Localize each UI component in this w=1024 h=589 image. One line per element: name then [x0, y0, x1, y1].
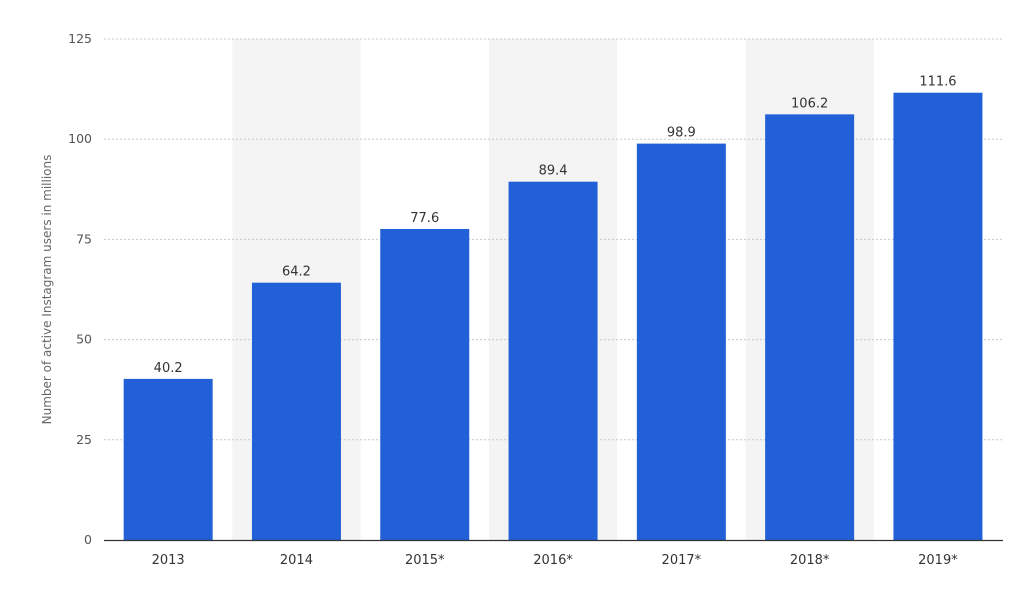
y-axis-label: Number of active Instagram users in mill…	[40, 155, 54, 425]
data-label: 89.4	[539, 164, 568, 179]
bar	[508, 181, 598, 540]
x-tick-label: 2013	[152, 553, 185, 568]
data-labels: 40.2 64.2 77.6 89.4 98.9 106.2 111.6	[154, 75, 957, 376]
x-tick-label: 2017*	[662, 553, 702, 568]
bar	[636, 143, 726, 540]
data-label: 98.9	[667, 126, 696, 141]
y-tick-label: 0	[84, 532, 92, 547]
data-label: 77.6	[410, 211, 439, 226]
x-tick-label: 2014	[280, 553, 313, 568]
y-tick-label: 50	[76, 332, 92, 347]
data-label: 40.2	[154, 361, 183, 376]
x-tick-label: 2018*	[790, 553, 830, 568]
bar	[380, 228, 470, 541]
bar	[765, 114, 855, 540]
x-tick-label: 2019*	[918, 553, 958, 568]
y-axis-ticks: 0 25 50 75 100 125	[68, 31, 92, 547]
x-axis-ticks: 2013 2014 2015* 2016* 2017* 2018* 2019*	[152, 553, 959, 568]
bar	[893, 92, 983, 540]
x-tick-label: 2016*	[533, 553, 573, 568]
bar	[123, 378, 213, 540]
y-tick-label: 100	[68, 131, 92, 146]
y-tick-label: 25	[76, 432, 92, 447]
data-label: 64.2	[282, 265, 311, 280]
data-label: 111.6	[919, 75, 956, 90]
data-label: 106.2	[791, 96, 828, 111]
x-tick-label: 2015*	[405, 553, 445, 568]
y-tick-label: 125	[68, 31, 92, 46]
bars	[123, 92, 983, 541]
bar	[251, 282, 341, 540]
y-tick-label: 75	[76, 231, 92, 246]
